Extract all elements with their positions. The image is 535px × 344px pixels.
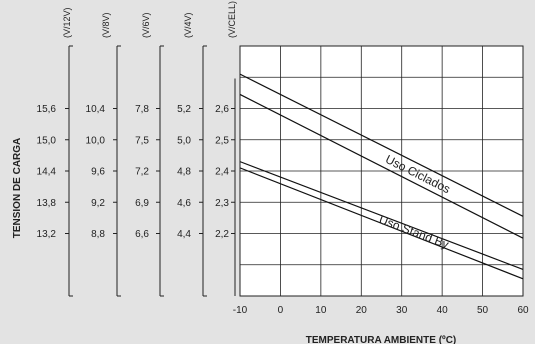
series-line xyxy=(239,161,524,270)
x-tick-label: -10 xyxy=(233,305,248,316)
x-tick-label: 20 xyxy=(356,305,368,316)
scale-header: (V/8V) xyxy=(101,12,111,38)
x-axis-title: TEMPERATURA AMBIENTE (ºC) xyxy=(306,335,457,344)
x-tick-label: 30 xyxy=(396,305,408,316)
scale-tick-label: 4,8 xyxy=(177,167,191,178)
scale-tick-label: 13,2 xyxy=(37,229,57,240)
scale-tick-label: 2,2 xyxy=(215,229,229,240)
scale-header: (V/12V) xyxy=(62,7,72,38)
scale-tick-label: 4,4 xyxy=(177,229,191,240)
scale-tick-label: 6,6 xyxy=(135,229,149,240)
scale-tick-label: 2,5 xyxy=(215,135,229,146)
scale-tick-label: 9,2 xyxy=(91,198,105,209)
scale-tick-label: 15,6 xyxy=(37,104,57,115)
y-axis-title: TENSION DE CARGA xyxy=(12,138,23,239)
series-line xyxy=(239,73,524,217)
scale-tick-label: 7,2 xyxy=(135,167,149,178)
x-tick-label: 10 xyxy=(315,305,327,316)
scale-tick-label: 8,8 xyxy=(91,229,105,240)
scale-header: (V/4V) xyxy=(183,12,193,38)
scale-tick-label: 6,9 xyxy=(135,198,149,209)
scale-tick-label: 9,6 xyxy=(91,167,105,178)
scale-tick-label: 2,4 xyxy=(215,167,229,178)
scale-tick-label: 5,2 xyxy=(177,104,191,115)
x-tick-label: 50 xyxy=(477,305,489,316)
x-tick-label: 0 xyxy=(278,305,284,316)
scale-header: (V/CELL) xyxy=(227,1,237,38)
scale-tick-label: 7,8 xyxy=(135,104,149,115)
series-line xyxy=(239,167,524,280)
x-tick-label: 60 xyxy=(517,305,529,316)
scale-tick-label: 2,6 xyxy=(215,104,229,115)
scale-tick-label: 13,8 xyxy=(37,198,57,209)
scale-tick-label: 2,3 xyxy=(215,198,229,209)
scale-tick-label: 10,0 xyxy=(86,135,106,146)
scale-tick-label: 14,4 xyxy=(37,167,57,178)
scale-tick-label: 5,0 xyxy=(177,135,191,146)
scale-header: (V/6V) xyxy=(141,12,151,38)
scale-tick-label: 7,5 xyxy=(135,135,149,146)
series-line xyxy=(239,93,524,239)
scale-tick-label: 15,0 xyxy=(37,135,57,146)
x-tick-label: 40 xyxy=(437,305,449,316)
scale-tick-label: 10,4 xyxy=(86,104,106,115)
scale-tick-label: 4,6 xyxy=(177,198,191,209)
